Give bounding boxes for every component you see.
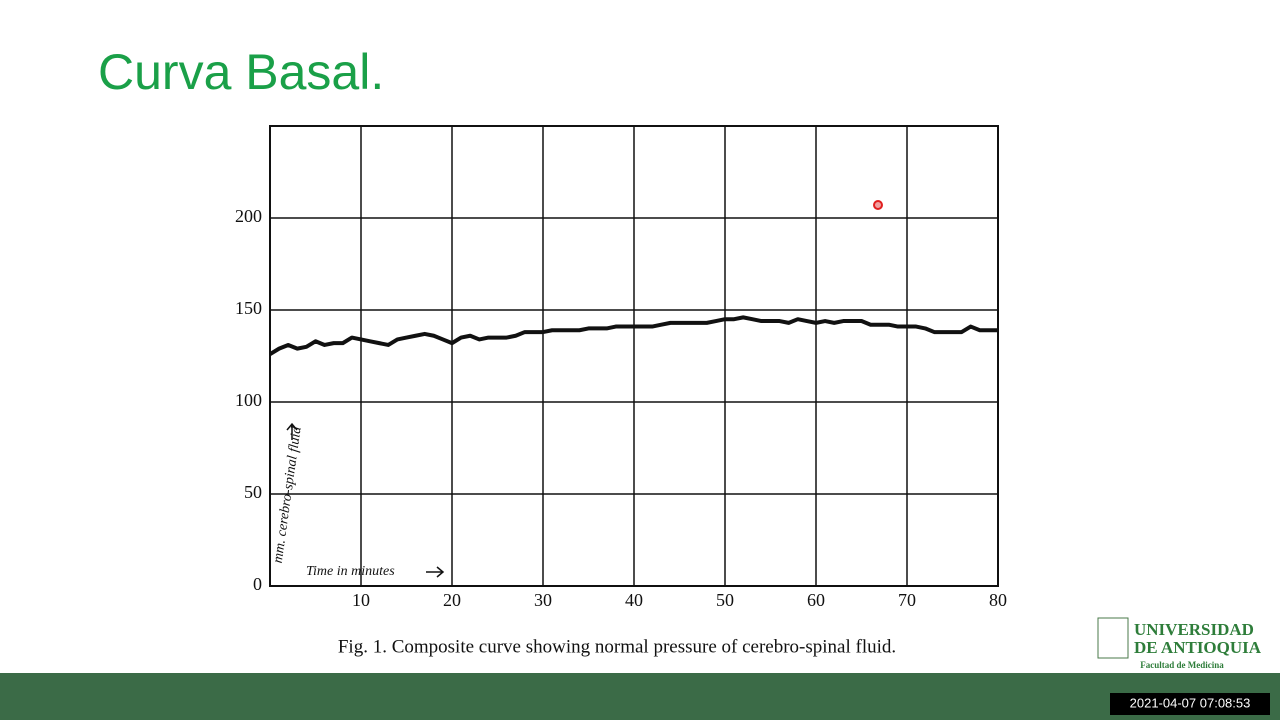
slide-title: Curva Basal. xyxy=(98,44,384,100)
y-label-arrow xyxy=(286,422,298,440)
logo-emblem xyxy=(1097,617,1129,659)
caption: Fig. 1. Composite curve showing normal p… xyxy=(338,636,896,657)
logo-line2: DE ANTIOQUIA xyxy=(1134,638,1262,657)
footer-bar xyxy=(0,673,1280,720)
x-tick-label: 10 xyxy=(352,590,370,610)
y-tick-label: 100 xyxy=(235,390,262,410)
laser-pointer xyxy=(873,200,883,210)
x-tick-label: 20 xyxy=(443,590,461,610)
logo-faculty: Facultad de Medicina xyxy=(1140,660,1224,670)
y-tick-label: 50 xyxy=(244,482,262,502)
x-axis-label: Time in minutes xyxy=(306,564,395,579)
x-tick-label: 40 xyxy=(625,590,643,610)
x-tick-label: 30 xyxy=(534,590,552,610)
chart: 0 50 100 150 200 10 20 30 40 50 60 70 80 xyxy=(235,125,1007,610)
x-tick-label: 50 xyxy=(716,590,734,610)
x-label-arrow xyxy=(426,566,445,578)
y-tick-label: 200 xyxy=(235,206,262,226)
timestamp-box xyxy=(1110,693,1270,715)
x-tick-label: 80 xyxy=(989,590,1007,610)
data-line xyxy=(268,315,998,356)
x-tick-label: 60 xyxy=(807,590,825,610)
timestamp: 2021-04-07 07:08:53 xyxy=(1130,695,1251,710)
x-tick-label: 70 xyxy=(898,590,916,610)
y-tick-label: 0 xyxy=(253,574,262,594)
logo-line1: UNIVERSIDAD xyxy=(1134,620,1254,639)
y-tick-label: 150 xyxy=(235,298,262,318)
